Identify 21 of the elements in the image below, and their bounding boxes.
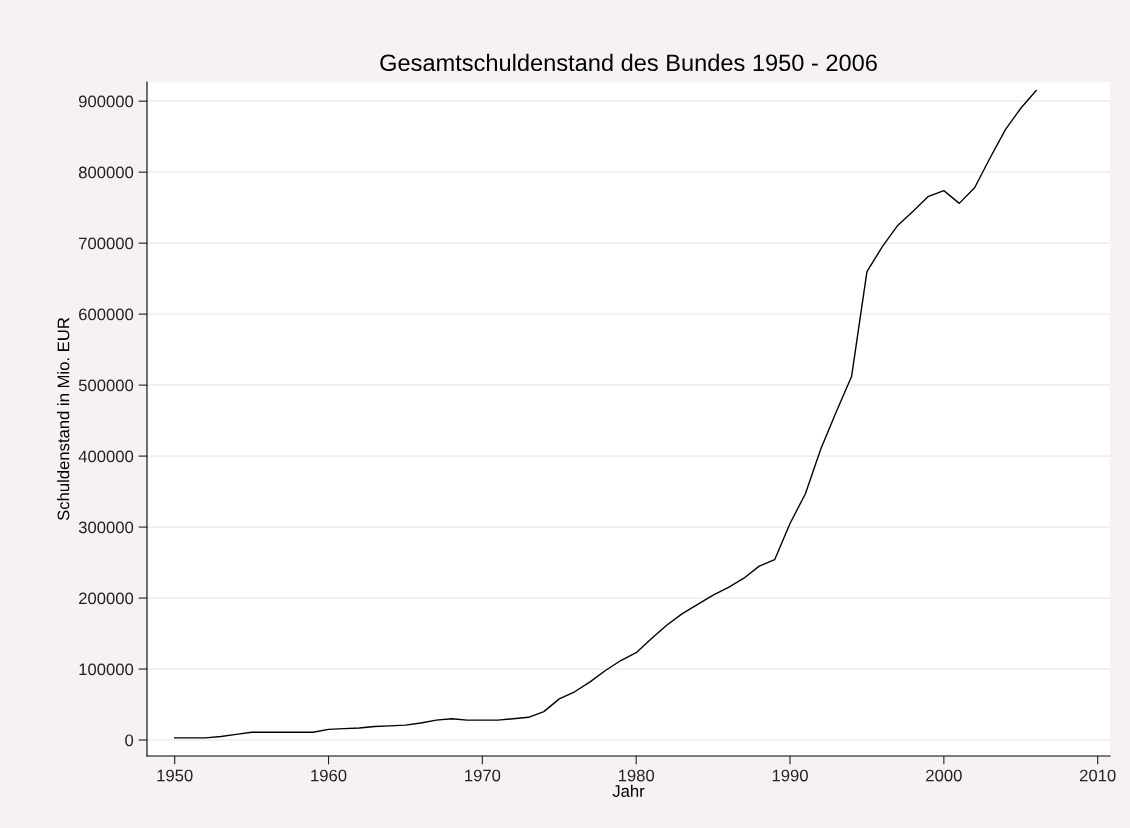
x-axis-title: Jahr <box>612 784 645 797</box>
y-axis-title: Schuldenstand in Mio. EUR <box>57 317 70 521</box>
x-tick-label: 1990 <box>772 769 808 782</box>
y-tick-label: 600000 <box>79 308 134 321</box>
x-tick-label: 1960 <box>311 769 347 782</box>
y-tick-label: 400000 <box>78 450 134 463</box>
y-tick-label: 100000 <box>79 663 134 676</box>
y-tick-label: 800000 <box>78 166 134 179</box>
line-series <box>173 89 1037 739</box>
x-tick-label: 1980 <box>618 769 655 782</box>
y-tick-label: 200000 <box>79 592 134 605</box>
x-tick-label: 2010 <box>1080 769 1116 782</box>
x-tick-label: 1950 <box>157 769 193 782</box>
x-tick-label: 1970 <box>465 769 501 782</box>
y-tick-label: 700000 <box>79 237 134 250</box>
chart-title: Gesamtschuldenstand des Bundes 1950 - 2006 <box>380 53 877 72</box>
y-tick-label: 0 <box>125 734 134 747</box>
y-tick-label: 500000 <box>78 379 134 392</box>
y-tick-label: 900000 <box>78 95 134 108</box>
x-tick-label: 2000 <box>926 769 962 782</box>
y-tick-label: 300000 <box>78 521 134 534</box>
